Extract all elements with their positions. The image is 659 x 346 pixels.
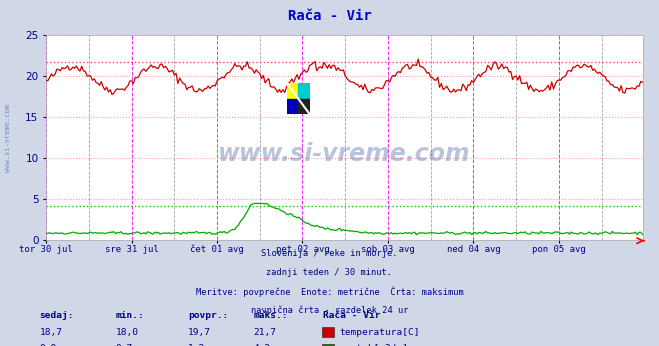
Text: povpr.:: povpr.:	[188, 311, 228, 320]
Text: temperatura[C]: temperatura[C]	[339, 328, 420, 337]
Text: www.si-vreme.com: www.si-vreme.com	[218, 142, 471, 166]
Text: min.:: min.:	[115, 311, 144, 320]
Text: 19,7: 19,7	[188, 328, 211, 337]
Text: Meritve: povprečne  Enote: metrične  Črta: maksimum: Meritve: povprečne Enote: metrične Črta:…	[196, 286, 463, 297]
Text: navpična črta - razdelek 24 ur: navpična črta - razdelek 24 ur	[251, 306, 408, 315]
Text: 0,9: 0,9	[40, 344, 57, 346]
Text: www.si-vreme.com: www.si-vreme.com	[5, 104, 11, 172]
Bar	[287, 83, 298, 99]
Text: Slovenija / reke in morje.: Slovenija / reke in morje.	[261, 249, 398, 258]
Text: 18,0: 18,0	[115, 328, 138, 337]
Text: 0,7: 0,7	[115, 344, 132, 346]
Text: 1,2: 1,2	[188, 344, 205, 346]
Text: 18,7: 18,7	[40, 328, 63, 337]
Text: Rača - Vir: Rača - Vir	[323, 311, 380, 320]
Text: maks.:: maks.:	[254, 311, 288, 320]
Text: zadnji teden / 30 minut.: zadnji teden / 30 minut.	[266, 268, 393, 277]
Text: Rača - Vir: Rača - Vir	[287, 9, 372, 22]
Bar	[298, 99, 310, 114]
Text: 21,7: 21,7	[254, 328, 277, 337]
Text: sedaj:: sedaj:	[40, 311, 74, 320]
Bar	[287, 99, 298, 114]
Bar	[298, 83, 310, 99]
Text: 4,2: 4,2	[254, 344, 271, 346]
Text: pretok[m3/s]: pretok[m3/s]	[339, 344, 409, 346]
